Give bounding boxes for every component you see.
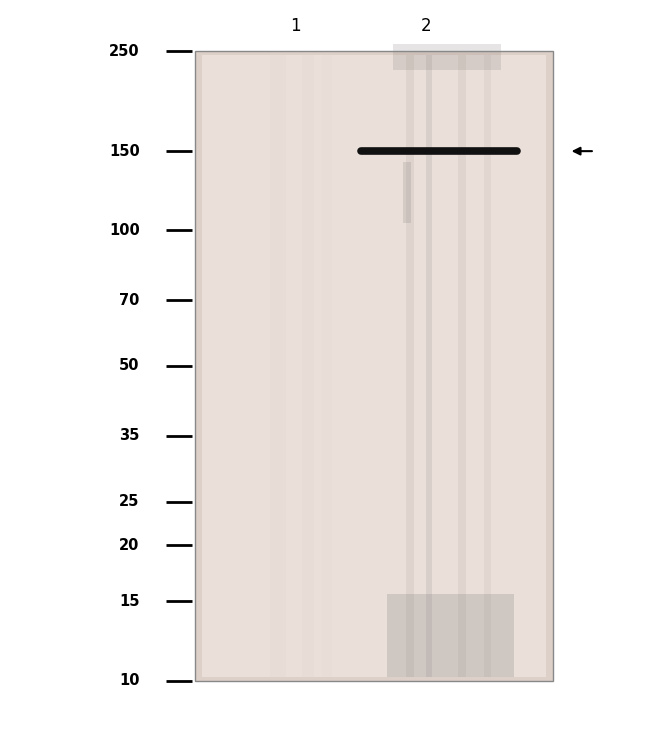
Text: 1: 1 xyxy=(291,17,301,34)
Bar xyxy=(322,55,332,677)
Bar xyxy=(484,55,491,677)
Bar xyxy=(426,55,432,677)
Text: 250: 250 xyxy=(109,44,140,59)
Text: 25: 25 xyxy=(120,494,140,509)
Bar xyxy=(270,55,286,677)
Text: 100: 100 xyxy=(109,223,140,238)
Text: 35: 35 xyxy=(120,428,140,444)
Text: 15: 15 xyxy=(119,594,140,609)
Bar xyxy=(393,44,500,70)
Text: 20: 20 xyxy=(120,538,140,553)
Bar xyxy=(195,51,552,681)
Bar xyxy=(202,55,546,677)
Bar xyxy=(202,55,546,677)
Text: 70: 70 xyxy=(120,293,140,307)
Bar xyxy=(403,162,411,223)
Text: 150: 150 xyxy=(109,143,140,159)
Text: 50: 50 xyxy=(119,359,140,373)
Bar xyxy=(406,55,414,677)
Text: 10: 10 xyxy=(119,673,140,688)
Bar xyxy=(302,55,314,677)
Text: 2: 2 xyxy=(421,17,431,34)
Bar xyxy=(387,594,514,677)
Bar xyxy=(458,55,466,677)
